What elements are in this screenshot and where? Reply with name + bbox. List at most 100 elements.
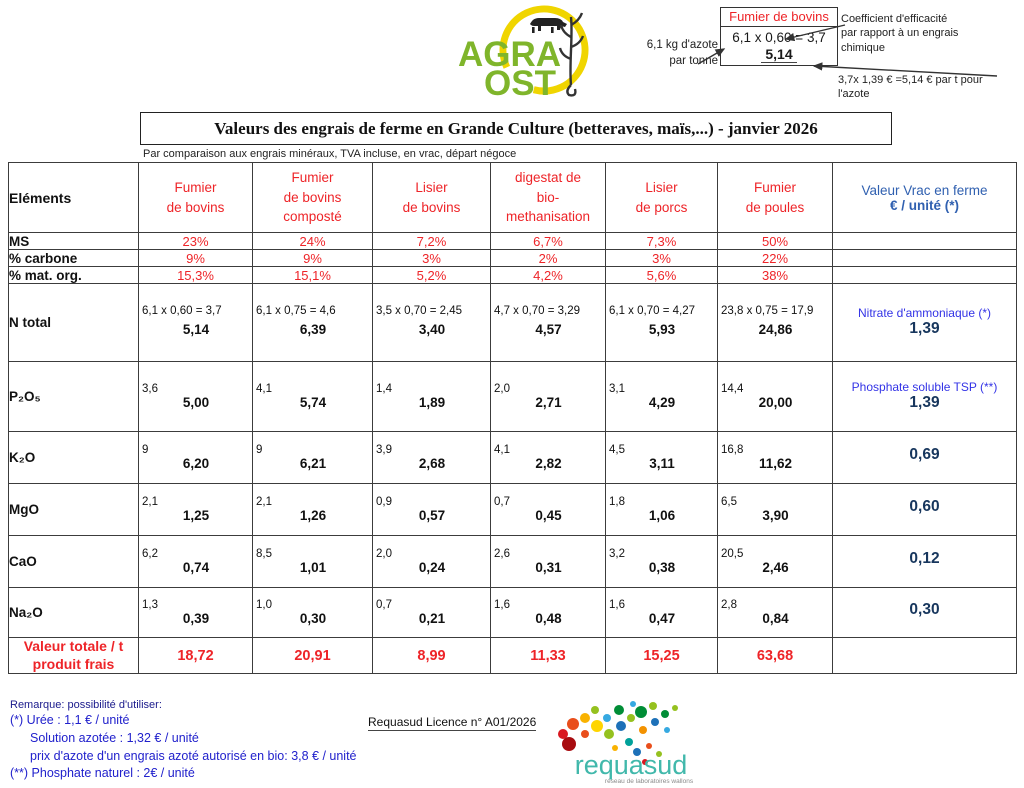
- annotation-box-title: Fumier de bovins: [721, 8, 837, 27]
- cow-icon: [530, 18, 567, 33]
- column-header-lisier-porcs: Lisier de porcs: [605, 162, 718, 233]
- table-cell: 0,9 0,57: [372, 483, 491, 536]
- total-value: 20,91: [252, 637, 373, 674]
- table-cell: 20,5 2,46: [717, 535, 833, 588]
- column-header-elements: Eléments: [8, 162, 139, 233]
- table-cell: 4,1 5,74: [252, 361, 373, 432]
- requasud-dots: [558, 701, 678, 765]
- row-label: K₂O: [8, 431, 139, 484]
- table-cell-empty: [832, 637, 1017, 674]
- table-cell: 1,6 0,48: [490, 587, 606, 638]
- fertilizer-table: Eléments Fumier de bovins Fumier de bovi…: [8, 162, 1017, 674]
- row-label: % mat. org.: [8, 266, 139, 284]
- row-label: MS: [8, 232, 139, 250]
- requasud-license: Requasud Licence n° A01/2026: [368, 715, 537, 731]
- ost-text: OST: [484, 64, 556, 99]
- table-cell: 6,5 3,90: [717, 483, 833, 536]
- table-cell: 6,2 0,74: [138, 535, 253, 588]
- page-subtitle: Par comparaison aux engrais minéraux, TV…: [143, 148, 517, 160]
- total-value: 8,99: [372, 637, 491, 674]
- table-cell: 3%: [372, 249, 491, 267]
- unit-price-value: 1,39: [909, 394, 940, 411]
- table-cell: 4,2%: [490, 266, 606, 284]
- annotation-box: Fumier de bovins 6,1 x 0,60 = 3,7 5,14: [720, 7, 838, 66]
- table-cell: 2,0 0,24: [372, 535, 491, 588]
- row-label: Na₂O: [8, 587, 139, 638]
- unit-price-value: 0,30: [909, 601, 940, 618]
- column-header-valeur-vrac: Valeur Vrac en ferme € / unité (*): [832, 162, 1017, 233]
- plant-stalk-icon: [558, 12, 585, 97]
- table-cell: 14,4 20,00: [717, 361, 833, 432]
- table-cell: 1,4 1,89: [372, 361, 491, 432]
- table-cell: 23,8 x 0,75 = 17,9 24,86: [717, 283, 833, 362]
- table-cell: 9 6,20: [138, 431, 253, 484]
- unit-price-cell: Phosphate soluble TSP (**) 1,39: [832, 361, 1017, 432]
- table-cell: 3,9 2,68: [372, 431, 491, 484]
- table-cell: 2,6 0,31: [490, 535, 606, 588]
- column-header-lisier-bovins: Lisier de bovins: [372, 162, 491, 233]
- table-cell: 6,1 x 0,70 = 4,27 5,93: [605, 283, 718, 362]
- column-header-fumier-bovins: Fumier de bovins: [138, 162, 253, 233]
- unit-price-value: 0,69: [909, 446, 940, 463]
- requasud-tagline: réseau de laboratoires wallons: [605, 778, 694, 785]
- logo-arc: [499, 5, 589, 95]
- row-total: Valeur totale / t produit frais 18,72 20…: [8, 637, 1017, 674]
- row-p2o5: P₂O₅ 3,6 5,00 4,1 5,74 1,4 1,89 2,0 2,71…: [8, 361, 1017, 432]
- table-cell: 38%: [717, 266, 833, 284]
- table-cell: 7,3%: [605, 232, 718, 250]
- table-cell-empty: [832, 249, 1017, 267]
- agra-text: AGRA: [458, 35, 561, 74]
- requasud-wordmark: requasud: [575, 750, 688, 780]
- agra-ost-logo: AGRA OST: [458, 5, 589, 99]
- table-cell: 1,0 0,30: [252, 587, 373, 638]
- title-box: Valeurs des engrais de ferme en Grande C…: [140, 112, 892, 145]
- table-cell: 0,7 0,45: [490, 483, 606, 536]
- table-cell: 50%: [717, 232, 833, 250]
- remark-uree: (*) Urée : 1,1 € / unité: [10, 713, 130, 727]
- table-cell: 3,5 x 0,70 = 2,45 3,40: [372, 283, 491, 362]
- table-cell: 3,1 4,29: [605, 361, 718, 432]
- column-header-digestat: digestat de bio- methanisation: [490, 162, 606, 233]
- unit-price-cell: 0,30: [832, 587, 1017, 638]
- table-cell: 3,6 5,00: [138, 361, 253, 432]
- requasud-logo: requasud réseau de laboratoires wallons: [558, 701, 694, 785]
- row-label: N total: [8, 283, 139, 362]
- table-cell: 1,3 0,39: [138, 587, 253, 638]
- row-n-total: N total 6,1 x 0,60 = 3,7 5,14 6,1 x 0,75…: [8, 283, 1017, 362]
- row-label: P₂O₅: [8, 361, 139, 432]
- unit-price-label: Phosphate soluble TSP (**): [851, 380, 998, 394]
- table-cell: 4,1 2,82: [490, 431, 606, 484]
- row-ms: MS 23% 24% 7,2% 6,7% 7,3% 50%: [8, 232, 1017, 250]
- table-cell-empty: [832, 266, 1017, 284]
- row-k2o: K₂O 9 6,20 9 6,21 3,9 2,68 4,1 2,82 4,5 …: [8, 431, 1017, 484]
- unit-price-value: 0,12: [909, 550, 940, 567]
- table-cell: 1,6 0,47: [605, 587, 718, 638]
- remark-phosphate-naturel: (**) Phosphate naturel : 2€ / unité: [10, 766, 195, 780]
- table-cell: 8,5 1,01: [252, 535, 373, 588]
- unit-price-value: 1,39: [909, 320, 940, 337]
- remark-intro: Remarque: possibilité d'utiliser:: [10, 699, 162, 711]
- unit-price-label: Nitrate d'ammoniaque (*): [857, 306, 991, 320]
- table-cell: 3,2 0,38: [605, 535, 718, 588]
- table-cell: 5,6%: [605, 266, 718, 284]
- table-cell: 9 6,21: [252, 431, 373, 484]
- column-header-fumier-bovins-composte: Fumier de bovins composté: [252, 162, 373, 233]
- total-value: 11,33: [490, 637, 606, 674]
- table-cell: 6,1 x 0,60 = 3,7 5,14: [138, 283, 253, 362]
- total-row-label: Valeur totale / t produit frais: [8, 637, 139, 674]
- table-cell: 24%: [252, 232, 373, 250]
- header-row: Eléments Fumier de bovins Fumier de bovi…: [8, 162, 1017, 233]
- row-na2o: Na₂O 1,3 0,39 1,0 0,30 0,7 0,21 1,6 0,48…: [8, 587, 1017, 638]
- table-cell: 9%: [252, 249, 373, 267]
- unit-price-value: 0,60: [909, 498, 940, 515]
- total-value: 18,72: [138, 637, 253, 674]
- annotation-result: 5,14: [721, 45, 837, 65]
- row-label: MgO: [8, 483, 139, 536]
- table-cell: 4,7 x 0,70 = 3,29 4,57: [490, 283, 606, 362]
- table-cell: 2,0 2,71: [490, 361, 606, 432]
- row-cao: CaO 6,2 0,74 8,5 1,01 2,0 0,24 2,6 0,31 …: [8, 535, 1017, 588]
- column-header-fumier-poules: Fumier de poules: [717, 162, 833, 233]
- table-cell: 23%: [138, 232, 253, 250]
- table-cell: 16,8 11,62: [717, 431, 833, 484]
